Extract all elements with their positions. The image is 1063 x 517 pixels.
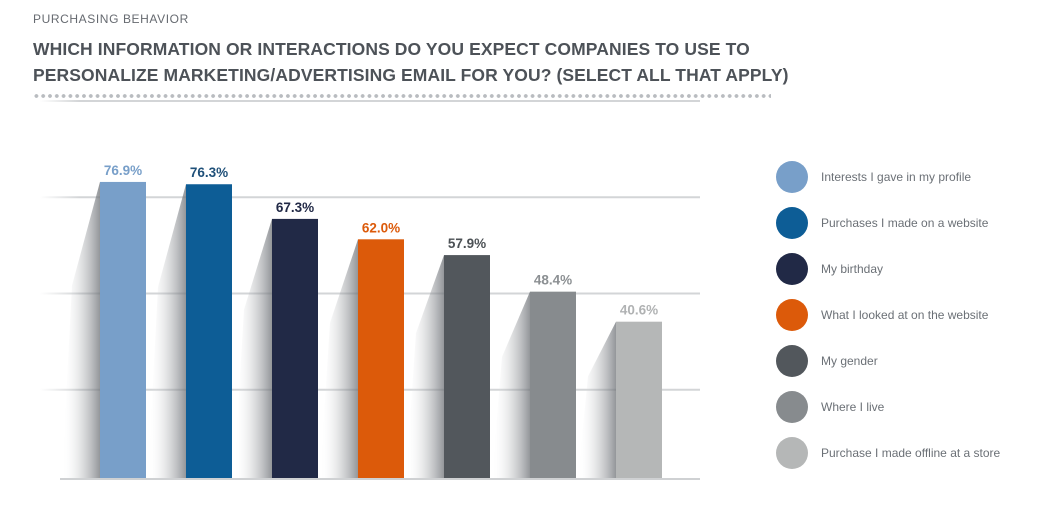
legend-swatch (776, 345, 808, 377)
legend-swatch (776, 391, 808, 423)
bar-2 (186, 184, 232, 478)
legend-item-5: My gender (776, 344, 878, 378)
legend-item-7: Purchase I made offline at a store (776, 436, 1000, 470)
data-label-5: 57.9% (448, 236, 486, 251)
legend-swatch (776, 207, 808, 239)
bar-shadow (62, 181, 100, 478)
legend-label: Purchases I made on a website (821, 216, 989, 230)
bar-5 (444, 255, 490, 478)
legend-label: Where I live (821, 400, 885, 414)
bar-shadows (62, 181, 616, 478)
chart-title: WHICH INFORMATION OR INTERACTIONS DO YOU… (33, 39, 789, 85)
bar-shadow (320, 239, 358, 478)
legend-swatch (776, 253, 808, 285)
bar-7 (616, 321, 662, 478)
data-labels: 76.9% 76.3% 67.3% 62.0% 57.9% 48.4% 40.6% (104, 163, 658, 318)
legend-label: My birthday (821, 262, 884, 276)
data-label-6: 48.4% (534, 273, 572, 288)
section-label: PURCHASING BEHAVIOR (33, 12, 189, 26)
gridline-4 (40, 100, 700, 102)
legend-swatch (776, 299, 808, 331)
legend-label: What I looked at on the website (821, 308, 989, 322)
legend-item-4: What I looked at on the website (776, 298, 988, 332)
bars (100, 181, 662, 478)
legend-item-2: Purchases I made on a website (776, 206, 988, 240)
data-label-2: 76.3% (190, 165, 228, 180)
data-label-4: 62.0% (362, 220, 400, 235)
legend-label: Interests I gave in my profile (821, 170, 972, 184)
legend-label: Purchase I made offline at a store (821, 446, 1001, 460)
bar-shadow (492, 291, 530, 478)
bar-shadow (406, 255, 444, 478)
bar-3 (272, 218, 318, 478)
legend-label: My gender (821, 354, 878, 368)
dotted-divider (33, 93, 771, 99)
data-label-7: 40.6% (620, 303, 658, 318)
data-label-1: 76.9% (104, 163, 142, 178)
gridline-3 (40, 196, 700, 199)
bar-4 (358, 239, 404, 478)
legend-swatch (776, 161, 808, 193)
legend-swatch (776, 437, 808, 469)
bar-shadow (234, 218, 272, 478)
legend-item-6: Where I live (776, 390, 884, 424)
legend-item-3: My birthday (776, 252, 883, 286)
baseline (60, 478, 700, 480)
bar-shadow (148, 184, 186, 478)
bar-1 (100, 181, 146, 478)
legend-item-1: Interests I gave in my profile (776, 160, 971, 194)
bar-shadow (578, 321, 616, 478)
bar-6 (530, 291, 576, 478)
data-label-3: 67.3% (276, 200, 314, 215)
